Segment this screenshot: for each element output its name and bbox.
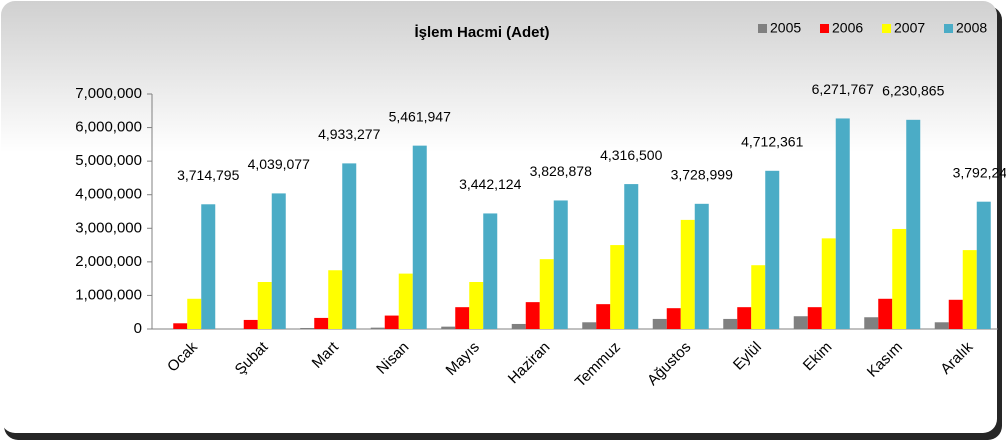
y-tick-label: 6,000,000 [75,119,142,136]
legend-swatch [944,24,953,33]
bar [610,245,625,329]
legend-label: 2007 [894,20,925,36]
value-label: 3,714,795 [177,167,239,183]
bar [976,201,991,329]
value-label: 3,828,878 [530,163,592,179]
legend-label: 2006 [832,20,863,36]
bar [328,270,343,329]
value-label: 5,461,947 [389,108,451,124]
y-tick-label: 7,000,000 [75,85,142,102]
bar [596,304,611,329]
value-label: 4,039,077 [248,156,310,172]
value-label: 3,442,124 [459,176,521,192]
bar [455,307,470,329]
value-label: 3,728,999 [671,167,733,183]
bar [441,326,456,329]
value-label: 3,792,245 [953,164,1006,180]
bar [723,318,738,329]
bar [370,327,385,329]
y-tick-label: 0 [134,320,142,337]
value-label: 4,933,277 [318,126,380,142]
bar [652,318,667,329]
bar [483,213,498,329]
bar [243,319,258,329]
bar [553,200,568,329]
bar [300,327,315,329]
value-label: 4,712,361 [741,134,803,150]
bar [271,193,286,329]
bar [737,307,752,329]
y-tick-label: 2,000,000 [75,253,142,270]
value-label: 6,230,865 [882,83,944,99]
bar [257,282,272,329]
bar [314,317,329,329]
bar [793,316,808,329]
bar [201,204,216,329]
y-tick-label: 4,000,000 [75,186,142,203]
bar [878,298,893,329]
legend-swatch [758,24,767,33]
legend-label: 2005 [770,20,801,36]
bar [511,323,526,329]
y-tick-label: 3,000,000 [75,219,142,236]
bar [765,170,780,329]
bar [694,203,709,329]
bar [807,307,822,329]
y-tick-label: 5,000,000 [75,152,142,169]
legend-swatch [820,24,829,33]
value-label: 4,316,500 [600,147,662,163]
bar [412,145,427,329]
bar [835,118,850,330]
bar [539,259,554,329]
value-label: 6,271,767 [812,81,874,97]
bar [469,282,484,329]
bar [384,315,399,329]
bar [680,219,695,329]
bar [624,184,639,329]
bar [962,250,977,329]
bar [751,265,766,329]
bar [582,322,597,329]
bar [864,317,879,329]
bar [906,119,921,330]
bar [948,299,963,329]
bar [934,322,949,329]
bar [821,238,836,329]
legend-label: 2008 [956,20,987,36]
bar [342,163,357,329]
legend-swatch [882,24,891,33]
bar [173,323,188,329]
bar [187,298,202,329]
bar [398,273,413,329]
chart-title: İşlem Hacmi (Adet) [414,24,549,41]
bar [892,228,907,329]
bar [666,308,681,329]
y-tick-label: 1,000,000 [75,286,142,303]
bar [525,302,540,329]
